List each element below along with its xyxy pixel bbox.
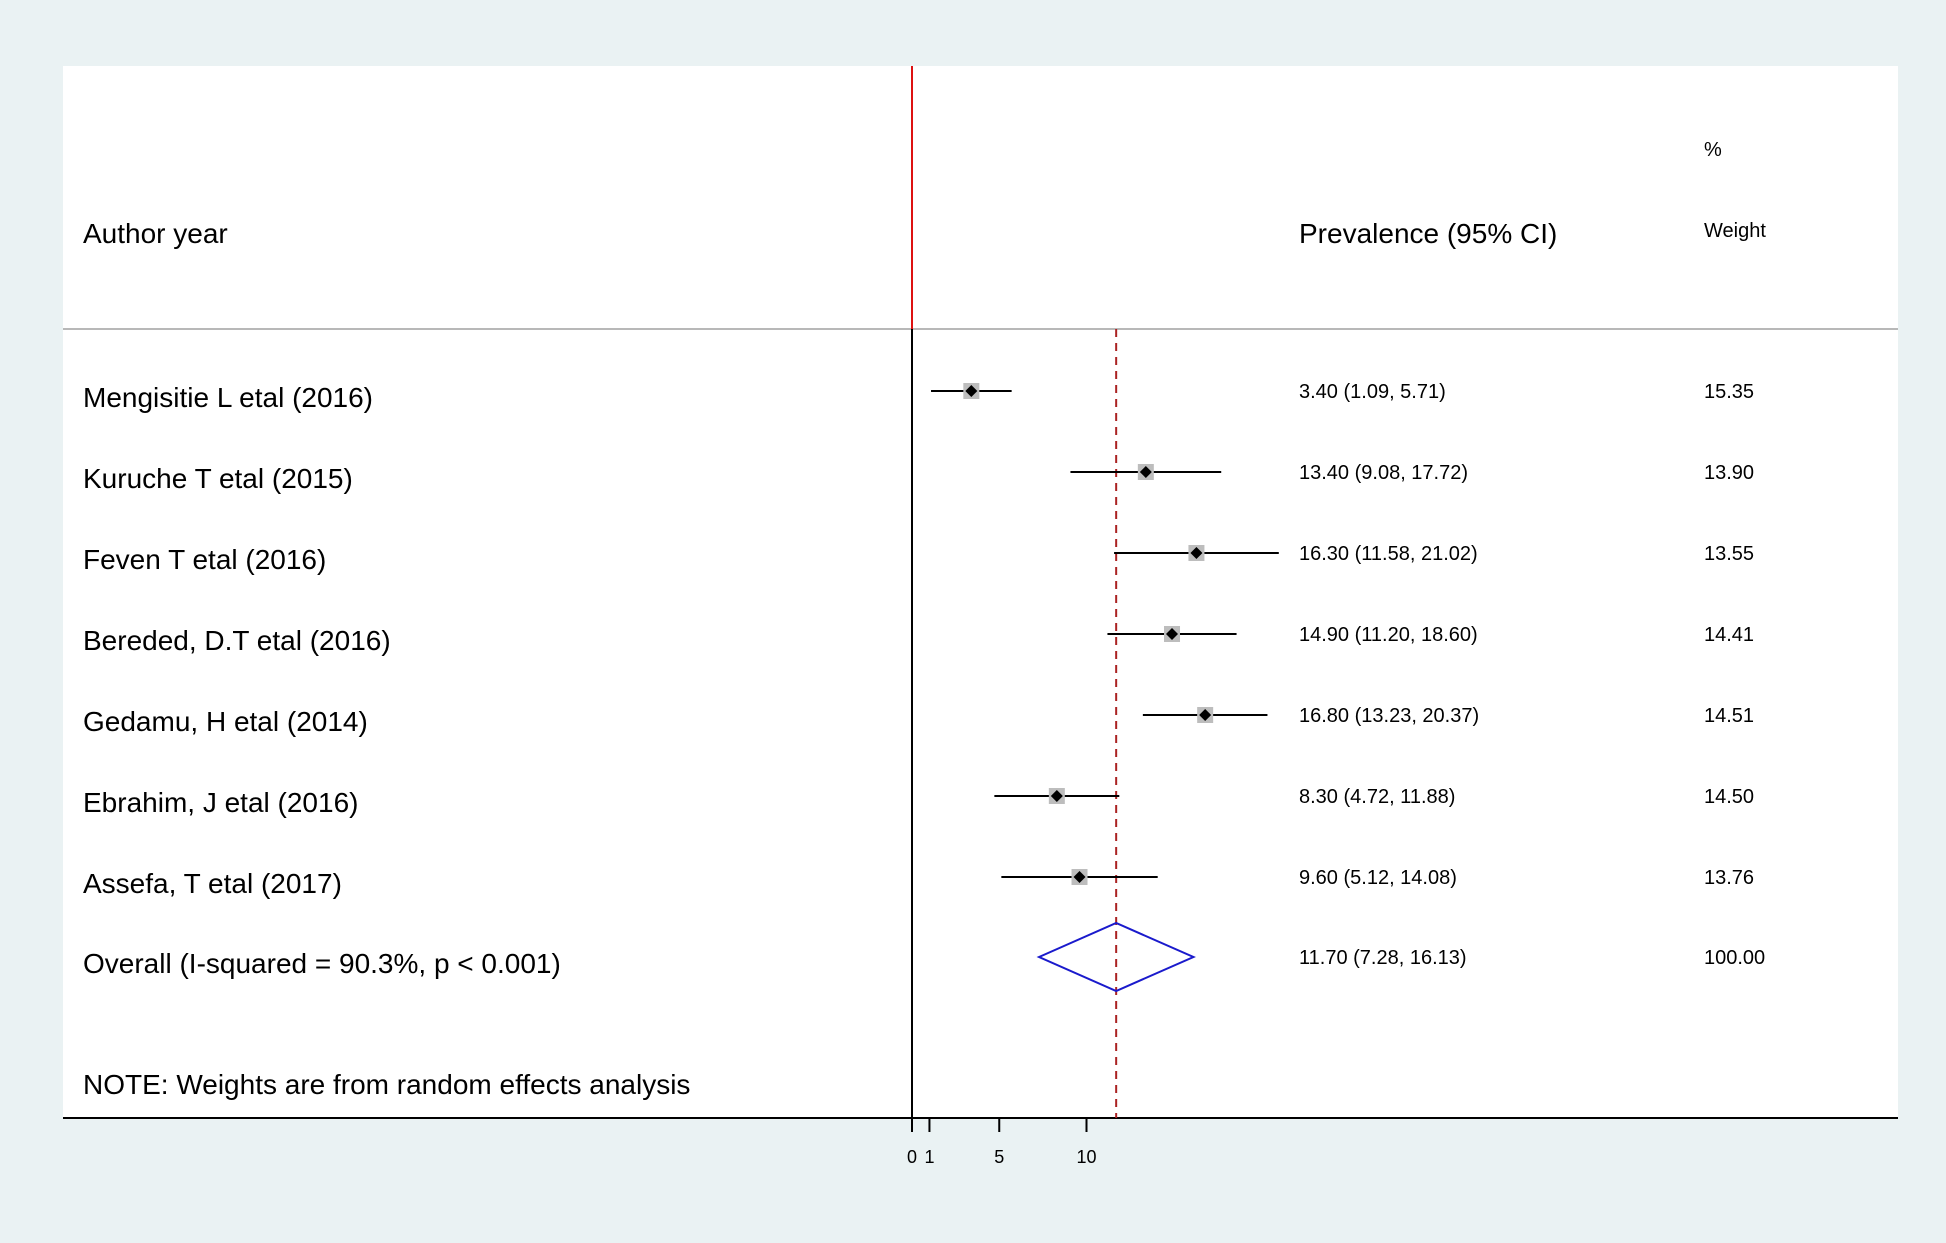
overall-ci-text: 11.70 (7.28, 16.13) [1299,947,1467,969]
x-tick-label: 0 [907,1147,917,1167]
header-weight-percent: % [1704,139,1722,161]
study-point [1166,628,1179,640]
study-label: Feven T etal (2016) [83,544,326,575]
overall-weight: 100.00 [1704,947,1765,969]
study-point [965,385,978,397]
study-label: Ebrahim, J etal (2016) [83,787,358,818]
header-author-year: Author year [83,218,228,249]
x-tick-label: 1 [924,1147,934,1167]
study-label: Mengisitie L etal (2016) [83,382,373,413]
study-weight: 15.35 [1704,381,1754,403]
study-label: Assefa, T etal (2017) [83,868,342,899]
study-label: Gedamu, H etal (2014) [83,706,368,737]
study-point [1073,871,1086,883]
study-weight: 14.50 [1704,786,1754,808]
note-text: NOTE: Weights are from random effects an… [83,1069,690,1100]
study-ci-text: 8.30 (4.72, 11.88) [1299,786,1455,808]
study-label: Kuruche T etal (2015) [83,463,353,494]
study-ci-text: 3.40 (1.09, 5.71) [1299,381,1446,403]
x-tick-label: 10 [1076,1147,1096,1167]
study-weight: 13.55 [1704,543,1754,565]
study-point [1190,547,1203,559]
study-weight: 13.76 [1704,867,1754,889]
study-ci-text: 16.30 (11.58, 21.02) [1299,543,1478,565]
study-ci-text: 16.80 (13.23, 20.37) [1299,705,1479,727]
overall-label: Overall (I-squared = 90.3%, p < 0.001) [83,948,561,979]
study-point [1050,790,1063,802]
study-ci-text: 14.90 (11.20, 18.60) [1299,624,1478,646]
panel-background [63,66,1898,1118]
header-prevalence: Prevalence (95% CI) [1299,218,1557,249]
overall-diamond [1036,921,1196,993]
header-weight: Weight [1704,220,1766,242]
x-tick-label: 5 [994,1147,1004,1167]
study-ci-text: 13.40 (9.08, 17.72) [1299,462,1468,484]
study-label: Bereded, D.T etal (2016) [83,625,391,656]
study-weight: 14.41 [1704,624,1754,646]
study-point [1139,466,1152,478]
study-weight: 13.90 [1704,462,1754,484]
study-ci-text: 9.60 (5.12, 14.08) [1299,867,1457,889]
study-weight: 14.51 [1704,705,1754,727]
study-point [1199,709,1212,721]
